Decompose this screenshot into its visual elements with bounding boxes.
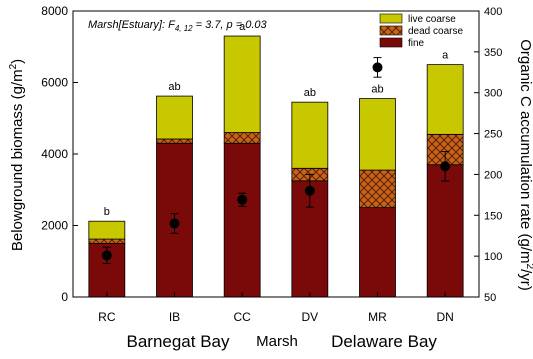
right-tick-label: 300 (484, 88, 502, 100)
plot-frame (72, 10, 480, 298)
bar-fine-CC (223, 142, 261, 298)
left-tick-label: 2000 (41, 219, 68, 233)
legend-label-live-coarse: live coarse (408, 14, 456, 25)
right-tick-label: 150 (484, 210, 502, 222)
stats-rest: = 3.7, p = 0.03 (193, 19, 268, 31)
right-tick-label: 50 (484, 292, 496, 304)
right-tick-label: 350 (484, 47, 502, 59)
organic-c-point-IB (169, 218, 180, 229)
right-tick-label: 250 (484, 129, 502, 141)
organic-c-point-MR (372, 62, 383, 73)
y-right-end: /yr) (517, 269, 533, 291)
right-tick-label: 400 (484, 6, 502, 18)
bar-live-coarse-RC (88, 220, 126, 240)
y-left-sup: 2 (8, 63, 19, 69)
bar-fine-DN (426, 164, 464, 298)
y-axis-title-right: Organic C accumulation rate (g/m2/yr) (517, 39, 533, 291)
y-left-end: ) (9, 59, 26, 64)
right-tick-label: 100 (484, 251, 502, 263)
x-tick-label-IB: IB (169, 310, 180, 324)
bar-letter-RC: b (104, 206, 110, 218)
y-axis-title-left: Belowground biomass (g/m2) (8, 59, 26, 251)
organic-c-point-RC (101, 250, 112, 261)
bar-live-coarse-DV (291, 101, 329, 169)
bar-letter-IB: ab (168, 81, 180, 93)
right-tick-label: 200 (484, 169, 502, 181)
legend-swatch-fine (379, 37, 403, 48)
y-right-main: Organic C accumulation rate (g/m (517, 39, 533, 263)
legend-label-fine: fine (408, 38, 425, 49)
legend-swatch-dead-coarse (379, 25, 403, 36)
bar-live-coarse-CC (223, 35, 261, 133)
left-tick-label: 4000 (41, 147, 68, 161)
x-tick-label-DN: DN (436, 310, 453, 324)
left-tick-label: 8000 (41, 4, 68, 18)
bar-letter-DV: ab (304, 87, 316, 99)
legend-label-dead-coarse: dead coarse (408, 26, 463, 37)
left-tick-label: 0 (61, 290, 68, 304)
bar-fine-MR (359, 207, 396, 298)
x-tick-label-CC: CC (233, 310, 251, 324)
bar-dead-coarse-MR (359, 169, 396, 209)
stats-prefix: Marsh[Estuary]: (88, 19, 168, 31)
organic-c-point-DV (304, 185, 315, 196)
organic-c-point-DN (440, 161, 451, 172)
bar-dead-coarse-CC (223, 132, 261, 144)
x-tick-label-DV: DV (301, 310, 318, 324)
bar-live-coarse-MR (359, 98, 396, 171)
x-tick-label-MR: MR (368, 310, 387, 324)
bar-letter-MR: ab (371, 84, 383, 96)
x-axis-title: Marsh (256, 333, 298, 350)
x-tick-label-RC: RC (98, 310, 116, 324)
bar-dead-coarse-RC (88, 238, 126, 244)
group-label-delaware-bay: Delaware Bay (331, 332, 437, 351)
stats-f-sub: 4, 12 (175, 24, 193, 33)
bar-live-coarse-IB (156, 95, 193, 140)
legend-swatch-live-coarse (379, 13, 403, 24)
bar-live-coarse-DN (426, 64, 464, 135)
organic-c-point-CC (237, 194, 248, 205)
stats-f: F (168, 19, 176, 31)
y-left-main: Belowground biomass (g/m (9, 69, 26, 251)
bar-letter-DN: a (442, 50, 449, 62)
y-right-sup: 2 (524, 264, 533, 270)
bar-letter-CC: a (239, 21, 246, 33)
left-tick-label: 6000 (41, 76, 68, 90)
group-label-barnegat-bay: Barnegat Bay (126, 332, 230, 351)
stats-annotation: Marsh[Estuary]: F4, 12 = 3.7, p = 0.03 (88, 19, 267, 33)
bar-dead-coarse-IB (156, 138, 193, 144)
